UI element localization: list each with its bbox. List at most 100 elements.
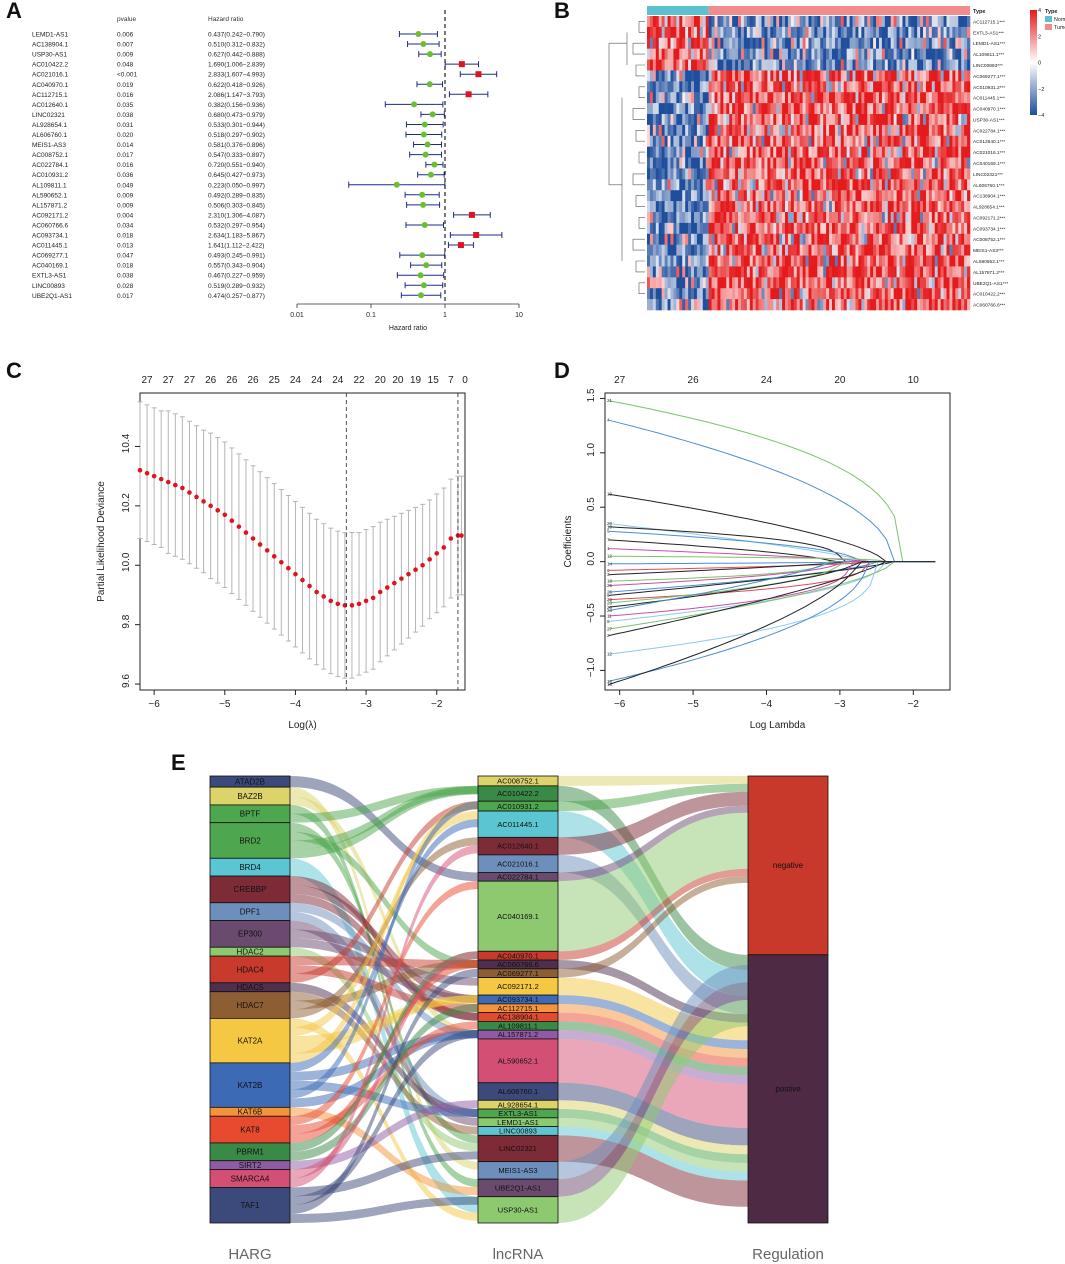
heatmap-cell	[729, 233, 733, 245]
sankey-node-lncrna-label: AC092171.2	[497, 982, 539, 991]
heatmap-cell	[685, 179, 689, 191]
heatmap-cell	[914, 146, 918, 158]
heatmap-cell	[711, 37, 715, 49]
forest-pvalue: 0.013	[117, 243, 134, 250]
heatmap-cell	[814, 59, 818, 71]
heatmap-cell	[758, 81, 762, 93]
heatmap-cell	[826, 103, 830, 115]
heatmap-cell	[647, 26, 651, 39]
heatmap-cell	[785, 222, 789, 235]
heatmap-cell	[826, 266, 830, 278]
heatmap-cell	[729, 16, 733, 28]
heatmap-cell	[826, 124, 830, 137]
heatmap-cell	[770, 277, 774, 289]
heatmap-cell	[873, 179, 877, 191]
heatmap-cell	[790, 157, 795, 169]
heatmap-cell	[714, 201, 718, 213]
heatmap-cell	[761, 201, 765, 213]
heatmap-cell	[773, 277, 777, 289]
heatmap-cell	[799, 212, 803, 224]
heatmap-cell	[740, 16, 745, 28]
coef-top-axis-label: 26	[688, 375, 700, 386]
heatmap-cell	[667, 26, 671, 39]
heatmap-cell	[914, 168, 918, 180]
heatmap-cell	[708, 212, 712, 224]
heatmap-cell	[911, 103, 915, 115]
sankey-flow-harg-lncrna	[290, 1100, 478, 1170]
heatmap-cell	[955, 59, 959, 71]
heatmap-cell	[887, 222, 892, 235]
heatmap-cell	[943, 168, 947, 180]
heatmap-cell	[925, 277, 930, 289]
forest-hr-marker	[473, 232, 480, 238]
heatmap-cell	[834, 244, 839, 256]
heatmap-cell	[749, 37, 754, 49]
heatmap-cell	[925, 92, 930, 104]
heatmap-cell	[691, 146, 695, 158]
heatmap-cell	[649, 92, 654, 104]
heatmap-cell	[652, 157, 657, 169]
heatmap-cell	[861, 157, 865, 169]
heatmap-cell	[896, 157, 900, 169]
coef-path-label: 12	[607, 652, 613, 657]
heatmap-cell	[758, 135, 762, 147]
heatmap-cell	[917, 114, 921, 126]
heatmap-cell	[852, 168, 856, 180]
sankey-node-lncrna-box	[477, 1038, 559, 1084]
heatmap-cell	[870, 266, 874, 278]
sankey-node-lncrna: EXTL3-AS1	[477, 1108, 559, 1119]
heatmap-cell	[787, 135, 792, 147]
heatmap-cell	[743, 168, 748, 180]
heatmap-cell	[946, 201, 950, 213]
heatmap-cell	[696, 255, 701, 267]
heatmap-cell	[667, 299, 671, 311]
cv-point	[194, 494, 199, 500]
heatmap-cell	[917, 59, 921, 71]
heatmap-cell	[914, 233, 918, 245]
heatmap-cell	[688, 255, 692, 267]
heatmap-cell	[893, 26, 897, 39]
heatmap-cell	[749, 146, 754, 158]
heatmap-cell	[952, 103, 956, 115]
heatmap-cell	[735, 299, 739, 311]
heatmap-cell	[820, 201, 824, 213]
heatmap-cell	[664, 16, 668, 28]
heatmap-cell	[946, 26, 950, 39]
heatmap-cell	[908, 266, 912, 278]
heatmap-cell	[923, 146, 927, 158]
heatmap-cell	[908, 37, 912, 49]
heatmap-cell	[870, 212, 874, 224]
heatmap-cell	[787, 37, 792, 49]
heatmap-cell	[802, 103, 806, 115]
cv-point	[377, 589, 383, 595]
heatmap-cell	[647, 114, 651, 126]
heatmap-cell	[717, 146, 721, 158]
heatmap-cell	[679, 59, 683, 71]
heatmap-cell	[782, 135, 786, 147]
heatmap-cell	[834, 179, 839, 191]
heatmap-cell	[773, 222, 777, 235]
heatmap-cell	[858, 124, 862, 137]
heatmap-cell	[761, 81, 765, 93]
heatmap-cell	[870, 48, 874, 60]
heatmap-cell	[761, 135, 765, 147]
heatmap-cell	[655, 114, 660, 126]
heatmap-cell	[967, 103, 971, 115]
cv-point	[158, 476, 164, 482]
heatmap-cell	[693, 146, 698, 158]
heatmap-cell	[685, 157, 689, 169]
heatmap-cell	[855, 222, 859, 235]
heatmap-cell	[890, 277, 894, 289]
coef-path-label: 8	[607, 619, 610, 624]
heatmap-cell	[902, 255, 906, 267]
heatmap-cell	[914, 92, 918, 104]
forest-x-tick-label: 0.01	[290, 312, 304, 319]
heatmap-cell	[852, 233, 856, 245]
heatmap-cell	[923, 233, 927, 245]
heatmap-cell	[905, 190, 909, 202]
heatmap-cell	[858, 233, 862, 245]
heatmap-cell	[920, 146, 924, 158]
sankey-node-harg: HDAC2	[209, 946, 291, 957]
heatmap-cell	[682, 168, 686, 180]
